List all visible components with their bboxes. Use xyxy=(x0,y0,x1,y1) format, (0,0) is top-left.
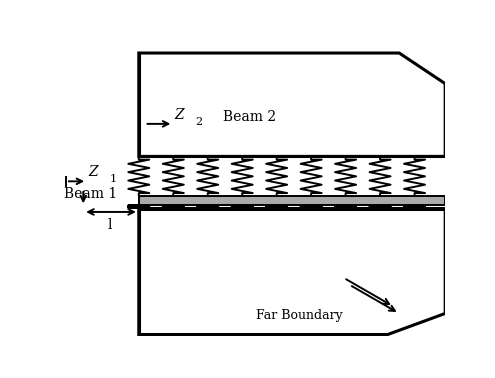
Text: Z: Z xyxy=(174,108,184,122)
Polygon shape xyxy=(139,53,445,156)
Bar xyxy=(139,196,445,204)
Text: Z: Z xyxy=(88,166,98,180)
Text: Beam 1: Beam 1 xyxy=(64,187,117,201)
Polygon shape xyxy=(139,209,445,335)
Text: 1: 1 xyxy=(109,174,116,184)
Text: Far Boundary: Far Boundary xyxy=(256,309,343,322)
Text: 2: 2 xyxy=(195,116,202,127)
Text: l: l xyxy=(108,218,112,232)
Text: Beam 2: Beam 2 xyxy=(223,110,276,124)
